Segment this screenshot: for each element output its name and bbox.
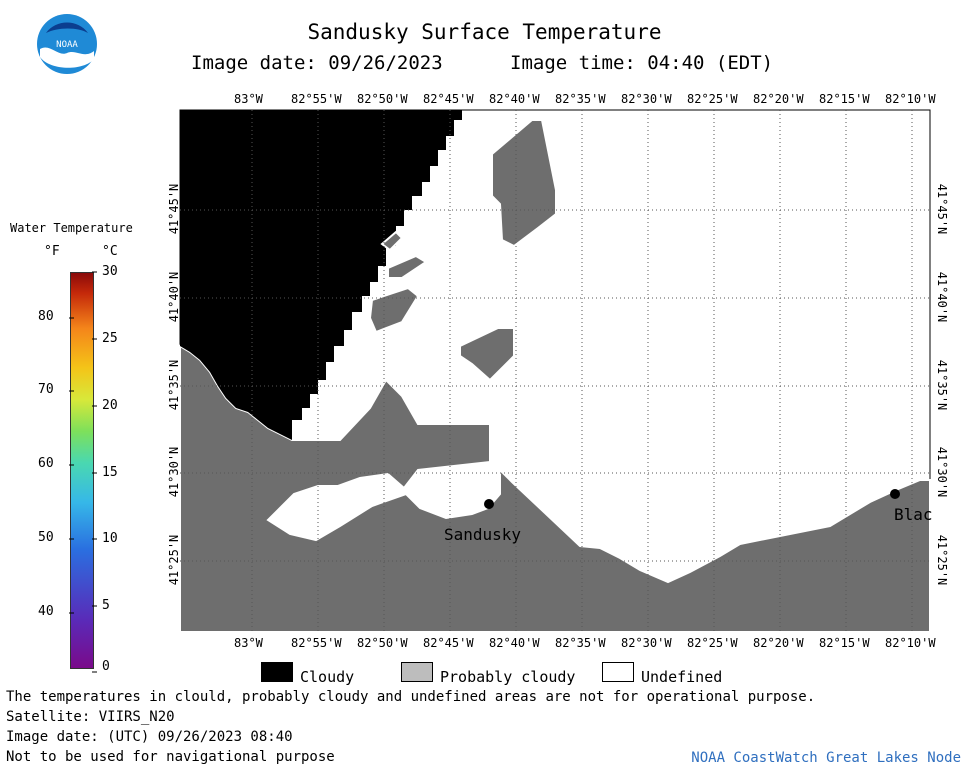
lon-tick: 83°W bbox=[234, 92, 263, 106]
lat-tick: 41°35'N bbox=[167, 359, 181, 411]
legend-label-cloudy: Cloudy bbox=[300, 668, 355, 686]
lat-tick: 41°45'N bbox=[167, 183, 181, 235]
c-tick: 15 bbox=[102, 465, 118, 480]
sandusky-marker bbox=[484, 499, 494, 509]
legend-swatch-cloudy bbox=[261, 662, 293, 682]
f-tick: 40 bbox=[38, 604, 54, 619]
cloud-island bbox=[459, 327, 515, 382]
lon-tick: 82°40'W bbox=[489, 92, 540, 106]
cloud-island bbox=[491, 119, 557, 248]
blac-marker bbox=[890, 489, 900, 499]
lon-tick: 82°50'W bbox=[357, 92, 408, 106]
navigation-warning: Not to be used for navigational purpose bbox=[6, 749, 335, 765]
cloud-island bbox=[387, 254, 428, 279]
c-tick: 20 bbox=[102, 398, 118, 413]
image-date: Image date: 09/26/2023 bbox=[191, 52, 443, 74]
disclaimer-text: The temperatures in clould, probably clo… bbox=[6, 689, 816, 705]
graticule bbox=[180, 110, 930, 632]
colorbar-ticks bbox=[69, 271, 97, 673]
c-tick: 5 bbox=[102, 598, 110, 613]
place-label-sandusky: Sandusky bbox=[444, 525, 522, 544]
lat-tick: 41°35'N bbox=[935, 359, 949, 411]
credit-text: NOAA CoastWatch Great Lakes Node bbox=[691, 750, 961, 766]
lon-tick: 82°10'W bbox=[885, 636, 936, 650]
lon-tick: 82°15'W bbox=[819, 92, 870, 106]
lat-tick: 41°30'N bbox=[935, 446, 949, 498]
lon-tick: 82°45'W bbox=[423, 92, 474, 106]
c-tick: 25 bbox=[102, 331, 118, 346]
colorbar-title: Water Temperature bbox=[10, 221, 133, 235]
legend-label-probably-cloudy: Probably cloudy bbox=[440, 668, 576, 686]
legend-label-undefined: Undefined bbox=[641, 668, 723, 686]
lon-tick: 82°45'W bbox=[423, 636, 474, 650]
utc-date-text: Image date: (UTC) 09/26/2023 08:40 bbox=[6, 729, 293, 745]
lon-tick: 82°50'W bbox=[357, 636, 408, 650]
legend-swatch-undefined bbox=[602, 662, 634, 682]
legend-swatch-probably-cloudy bbox=[401, 662, 433, 682]
place-label-blac: Blac bbox=[894, 505, 933, 524]
lon-tick: 82°20'W bbox=[753, 636, 804, 650]
noaa-logo: NOAA bbox=[37, 14, 97, 74]
lon-tick: 82°25'W bbox=[687, 92, 738, 106]
lon-tick: 82°30'W bbox=[621, 92, 672, 106]
lon-tick: 82°55'W bbox=[291, 636, 342, 650]
lat-tick: 41°45'N bbox=[935, 183, 949, 235]
lon-tick: 83°W bbox=[234, 636, 263, 650]
svg-text:NOAA: NOAA bbox=[56, 40, 78, 50]
lon-tick: 82°35'W bbox=[555, 92, 606, 106]
c-tick: 10 bbox=[102, 531, 118, 546]
lon-tick: 82°35'W bbox=[555, 636, 606, 650]
lon-tick: 82°10'W bbox=[885, 92, 936, 106]
f-tick: 60 bbox=[38, 456, 54, 471]
f-tick: 80 bbox=[38, 309, 54, 324]
lon-tick: 82°30'W bbox=[621, 636, 672, 650]
c-tick: 0 bbox=[102, 659, 110, 674]
lon-tick: 82°25'W bbox=[687, 636, 738, 650]
lat-tick: 41°40'N bbox=[167, 271, 181, 323]
lat-tick: 41°30'N bbox=[167, 446, 181, 498]
colorbar-unit-c: °C bbox=[102, 244, 118, 259]
lat-tick: 41°40'N bbox=[935, 271, 949, 323]
lon-tick: 82°15'W bbox=[819, 636, 870, 650]
cloud-island bbox=[368, 286, 420, 334]
f-tick: 70 bbox=[38, 382, 54, 397]
lon-tick: 82°40'W bbox=[489, 636, 540, 650]
f-tick: 50 bbox=[38, 530, 54, 545]
lon-tick: 82°55'W bbox=[291, 92, 342, 106]
satellite-text: Satellite: VIIRS_N20 bbox=[6, 709, 175, 725]
lat-tick: 41°25'N bbox=[167, 534, 181, 586]
lon-tick: 82°20'W bbox=[753, 92, 804, 106]
cloud-island bbox=[380, 230, 404, 252]
page-title: Sandusky Surface Temperature bbox=[307, 20, 662, 44]
c-tick: 30 bbox=[102, 264, 118, 279]
colorbar-unit-f: °F bbox=[44, 244, 60, 259]
cloudy-area bbox=[180, 110, 462, 440]
lat-tick: 41°25'N bbox=[935, 534, 949, 586]
colorbar bbox=[70, 272, 94, 669]
image-time: Image time: 04:40 (EDT) bbox=[510, 52, 774, 74]
